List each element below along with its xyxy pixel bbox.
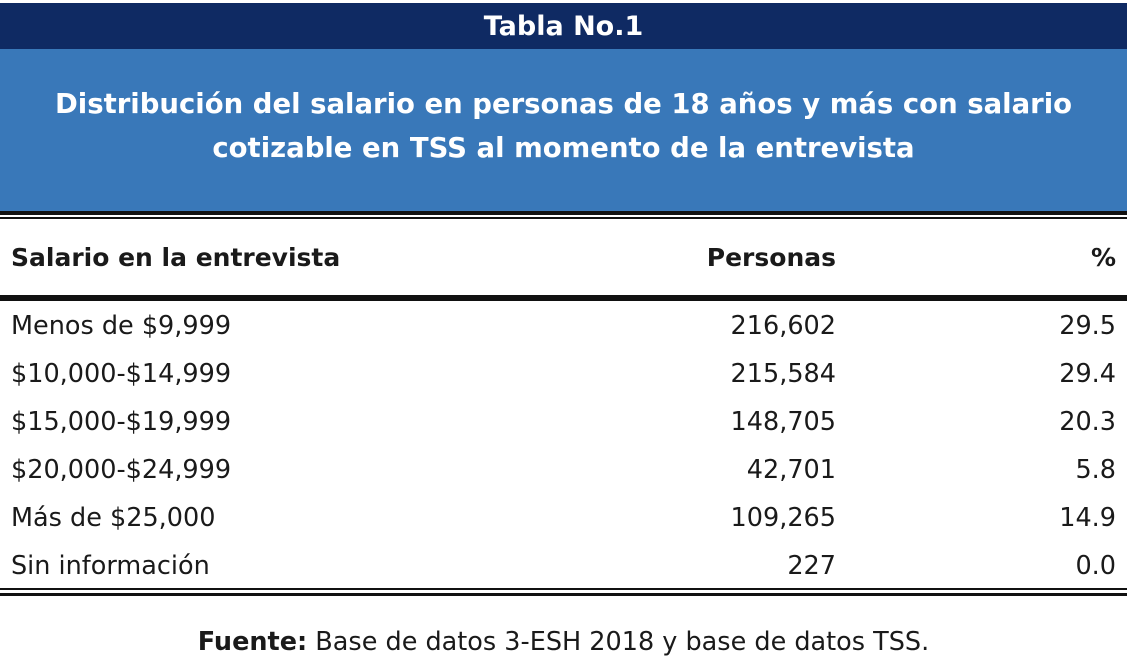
table-row: Menos de $9,999 216,602 29.5 — [0, 302, 1127, 350]
table-title-line-2: cotizable en TSS al momento de la entrev… — [212, 132, 915, 164]
row-label: $20,000-$24,999 — [11, 455, 232, 485]
table-row: $15,000-$19,999 148,705 20.3 — [0, 398, 1127, 446]
table-row: $20,000-$24,999 42,701 5.8 — [0, 446, 1127, 494]
table-bottom-rule-thick — [0, 593, 1127, 596]
column-header-personas: Personas — [706, 243, 836, 272]
row-personas: 215,584 — [730, 359, 836, 389]
row-percent: 5.8 — [1075, 455, 1116, 485]
table-title-box: Distribución del salario en personas de … — [0, 49, 1127, 211]
table-bottom-rule-thin — [0, 588, 1127, 590]
source-label: Fuente: — [197, 627, 308, 657]
column-header-rule — [0, 295, 1127, 301]
row-personas: 216,602 — [730, 311, 836, 341]
row-percent: 14.9 — [1059, 503, 1116, 533]
row-label: Menos de $9,999 — [11, 311, 232, 341]
table-number-bar: Tabla No.1 — [0, 3, 1127, 49]
header-top-rule-thick — [0, 211, 1127, 215]
source-text: Base de datos 3-ESH 2018 y base de datos… — [307, 627, 930, 657]
source-note: Fuente: Base de datos 3-ESH 2018 y base … — [0, 622, 1127, 662]
row-personas: 227 — [787, 551, 836, 581]
row-personas: 42,701 — [746, 455, 836, 485]
row-label: $10,000-$14,999 — [11, 359, 232, 389]
row-personas: 109,265 — [730, 503, 836, 533]
table-number: Tabla No.1 — [483, 10, 644, 42]
column-header-salario: Salario en la entrevista — [11, 243, 341, 272]
row-percent: 29.5 — [1059, 311, 1116, 341]
table-title: Distribución del salario en personas de … — [24, 82, 1104, 170]
table-title-line-1: Distribución del salario en personas de … — [54, 88, 1073, 120]
row-label: Más de $25,000 — [11, 503, 216, 533]
row-percent: 0.0 — [1075, 551, 1116, 581]
row-personas: 148,705 — [730, 407, 836, 437]
table-row: Sin información 227 0.0 — [0, 542, 1127, 590]
row-label: Sin información — [11, 551, 210, 581]
row-percent: 20.3 — [1059, 407, 1116, 437]
header-top-rule-thin — [0, 217, 1127, 219]
table-row: $10,000-$14,999 215,584 29.4 — [0, 350, 1127, 398]
column-header-percent: % — [1090, 243, 1116, 272]
table-row: Más de $25,000 109,265 14.9 — [0, 494, 1127, 542]
row-percent: 29.4 — [1059, 359, 1116, 389]
row-label: $15,000-$19,999 — [11, 407, 232, 437]
